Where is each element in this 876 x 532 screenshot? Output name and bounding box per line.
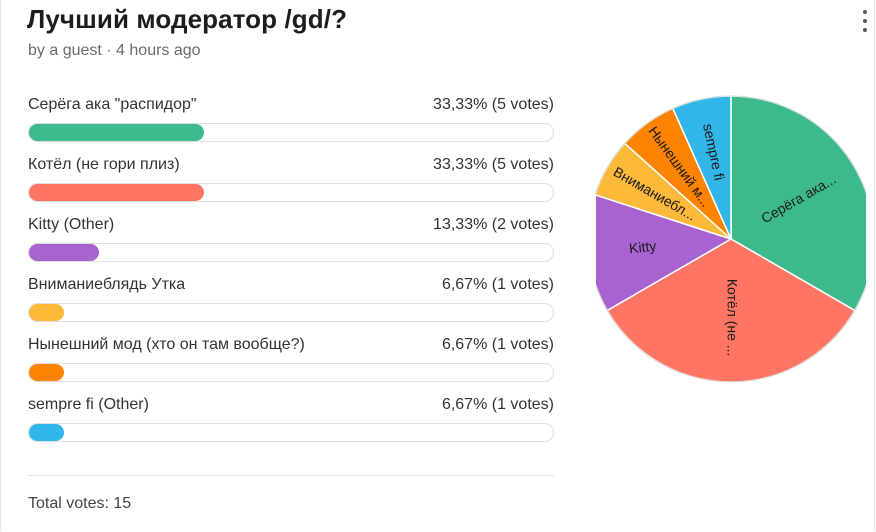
- option-percentage: 6,67% (1 votes): [441, 396, 554, 413]
- poll-option: Вниманиеблядь Утка 6,67% (1 votes): [28, 276, 554, 336]
- pie-slice-label: Котёл (не ...: [724, 279, 740, 357]
- poll-option: Котёл (не гори плиз) 33,33% (5 votes): [28, 156, 554, 216]
- option-label: Kitty (Other): [28, 216, 115, 233]
- option-progress-fill: [29, 424, 64, 441]
- poll-option: Серёга ака "распидор" 33,33% (5 votes): [28, 96, 554, 156]
- option-label: sempre fi (Other): [28, 396, 149, 413]
- total-votes: Total votes: 15: [28, 495, 132, 512]
- option-progress-fill: [29, 124, 204, 141]
- option-progress-track: [28, 243, 554, 262]
- results-pie-chart: Серёга ака...Котёл (не ...KittyВниманиеб…: [596, 95, 866, 383]
- poll-option: Kitty (Other) 13,33% (2 votes): [28, 216, 554, 276]
- option-percentage: 33,33% (5 votes): [433, 156, 554, 173]
- option-progress-track: [28, 303, 554, 322]
- option-progress-track: [28, 423, 554, 442]
- poll-meta: by a guest · 4 hours ago: [28, 42, 201, 59]
- option-progress-fill: [29, 244, 99, 261]
- poll-option: Нынешний мод (хто он там вообще?) 6,67% (…: [28, 336, 554, 396]
- option-percentage: 33,33% (5 votes): [433, 96, 554, 113]
- kebab-menu-icon[interactable]: [857, 10, 873, 32]
- option-label: Серёга ака "распидор": [28, 96, 197, 113]
- option-label: Нынешний мод (хто он там вообще?): [28, 336, 305, 353]
- option-percentage: 6,67% (1 votes): [441, 276, 554, 293]
- option-progress-track: [28, 363, 554, 382]
- option-label: Котёл (не гори плиз): [28, 156, 180, 173]
- pie-outline: [596, 95, 866, 383]
- option-progress-fill: [29, 184, 204, 201]
- option-label: Вниманиеблядь Утка: [28, 276, 186, 293]
- option-percentage: 6,67% (1 votes): [441, 336, 554, 353]
- poll-options: Серёга ака "распидор" 33,33% (5 votes) Кот…: [28, 96, 554, 456]
- option-percentage: 13,33% (2 votes): [433, 216, 554, 233]
- option-progress-fill: [29, 304, 64, 321]
- poll-title: Лучший модератор /gd/?: [27, 4, 348, 34]
- divider: [28, 475, 554, 476]
- option-progress-fill: [29, 364, 64, 381]
- option-progress-track: [28, 183, 554, 202]
- option-progress-track: [28, 123, 554, 142]
- poll-option: sempre fi (Other) 6,67% (1 votes): [28, 396, 554, 456]
- pie-slice-label: Kitty: [628, 238, 657, 257]
